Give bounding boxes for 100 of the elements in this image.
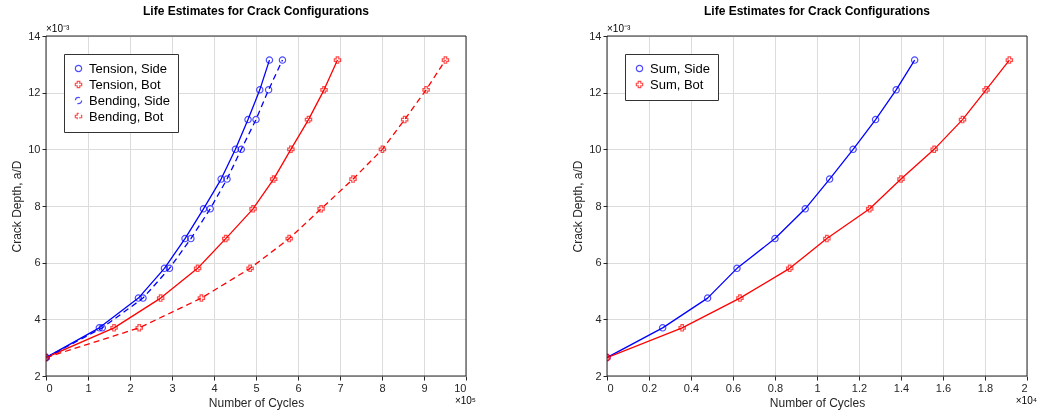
point <box>865 205 874 213</box>
y-tick-label: 2 <box>595 369 602 382</box>
point <box>256 86 264 94</box>
y-tick-label: 8 <box>34 199 41 212</box>
point <box>193 264 202 273</box>
y-tick-label: 12 <box>589 86 602 99</box>
chart-title: Life Estimates for Crack Configurations <box>142 4 370 18</box>
x-tick-label: 2 <box>127 381 134 394</box>
point <box>95 324 104 332</box>
x-tick-label: 1 <box>85 381 92 394</box>
y-tick-label: 6 <box>34 256 41 269</box>
point <box>1005 56 1014 64</box>
x-tick-label: 10 <box>454 381 467 394</box>
x-tick-label: 2 <box>1021 381 1028 394</box>
chart-title: Life Estimates for Crack Configurations <box>703 4 931 18</box>
x-tick-label: 8 <box>379 381 386 394</box>
x-axis-title: Number of Cycles <box>769 395 866 410</box>
point <box>801 205 809 213</box>
point <box>231 145 240 154</box>
point <box>237 145 246 154</box>
point <box>320 86 328 94</box>
y-tick-label: 12 <box>28 86 41 99</box>
point <box>134 294 143 302</box>
y-tick-label: 6 <box>595 256 602 269</box>
point <box>825 175 834 183</box>
point <box>982 86 990 94</box>
x-tick-label: 1.4 <box>893 381 910 394</box>
text: ×10⁻³ <box>46 23 70 34</box>
point <box>187 234 195 243</box>
point <box>785 264 794 273</box>
point <box>678 324 686 332</box>
x-tick-label: 4 <box>211 381 218 394</box>
point <box>349 175 357 183</box>
point <box>304 115 313 124</box>
point <box>771 234 779 243</box>
x-tick-label: 9 <box>421 381 428 394</box>
point <box>849 145 857 154</box>
point <box>285 234 293 243</box>
x-tick-label: 7 <box>337 381 344 394</box>
y-tick-label: 10 <box>28 142 41 155</box>
legend-label: Sum, Side <box>650 60 710 76</box>
y-axis-title: Crack Depth, a/D <box>10 160 25 253</box>
text: ×10⁴ <box>1015 395 1037 406</box>
x-tick-label: 0 <box>46 381 53 394</box>
point <box>422 86 430 94</box>
x-tick-label: 0.6 <box>725 381 742 394</box>
legend-label: Sum, Bot <box>650 76 704 92</box>
point <box>658 324 667 332</box>
y-tick-label: 8 <box>595 199 602 212</box>
point <box>400 115 409 124</box>
x-tick-label: 0.4 <box>683 381 700 394</box>
point <box>244 115 252 124</box>
x-tick-label: 1 <box>814 381 821 394</box>
x-tick-label: 0 <box>607 381 614 394</box>
point <box>98 324 107 332</box>
y-tick-label: 4 <box>595 312 602 325</box>
point <box>252 115 260 124</box>
y-tick-label: 2 <box>34 369 41 382</box>
point <box>278 56 287 64</box>
x-tick-label: 1.6 <box>935 381 952 394</box>
point <box>222 234 230 243</box>
x-tick-label: 0.8 <box>767 381 784 394</box>
point <box>441 56 450 64</box>
y-tick-label: 4 <box>34 312 41 325</box>
point <box>199 205 208 213</box>
point <box>197 294 206 302</box>
legend-label: Bending, Bot <box>89 108 164 124</box>
point <box>139 294 147 302</box>
point <box>892 86 900 94</box>
legend-label: Tension, Bot <box>89 76 161 92</box>
x-axis-title: Number of Cycles <box>208 395 305 410</box>
x-tick-label: 5 <box>253 381 260 394</box>
point <box>165 264 174 273</box>
point <box>264 86 273 94</box>
legend-label: Bending, Side <box>89 92 170 108</box>
point <box>223 175 231 183</box>
point <box>958 115 967 124</box>
point <box>249 205 257 213</box>
x-tick-label: 0.2 <box>641 381 658 394</box>
point <box>703 294 712 302</box>
point <box>823 234 831 243</box>
text: ×10⁻³ <box>607 23 631 34</box>
point <box>333 56 342 64</box>
point <box>181 234 189 243</box>
legend-label: Tension, Side <box>89 60 168 76</box>
point <box>110 324 118 332</box>
point <box>317 205 325 213</box>
point <box>871 115 880 124</box>
point <box>930 145 938 154</box>
point <box>135 324 143 332</box>
x-tick-label: 1.8 <box>977 381 994 394</box>
point <box>897 175 905 183</box>
point <box>733 264 741 273</box>
y-tick-label: 14 <box>28 29 41 42</box>
y-tick-label: 14 <box>589 29 602 42</box>
x-tick-label: 3 <box>169 381 176 394</box>
point <box>378 145 387 154</box>
y-tick-label: 10 <box>589 142 602 155</box>
point <box>246 264 254 273</box>
point <box>217 175 225 183</box>
